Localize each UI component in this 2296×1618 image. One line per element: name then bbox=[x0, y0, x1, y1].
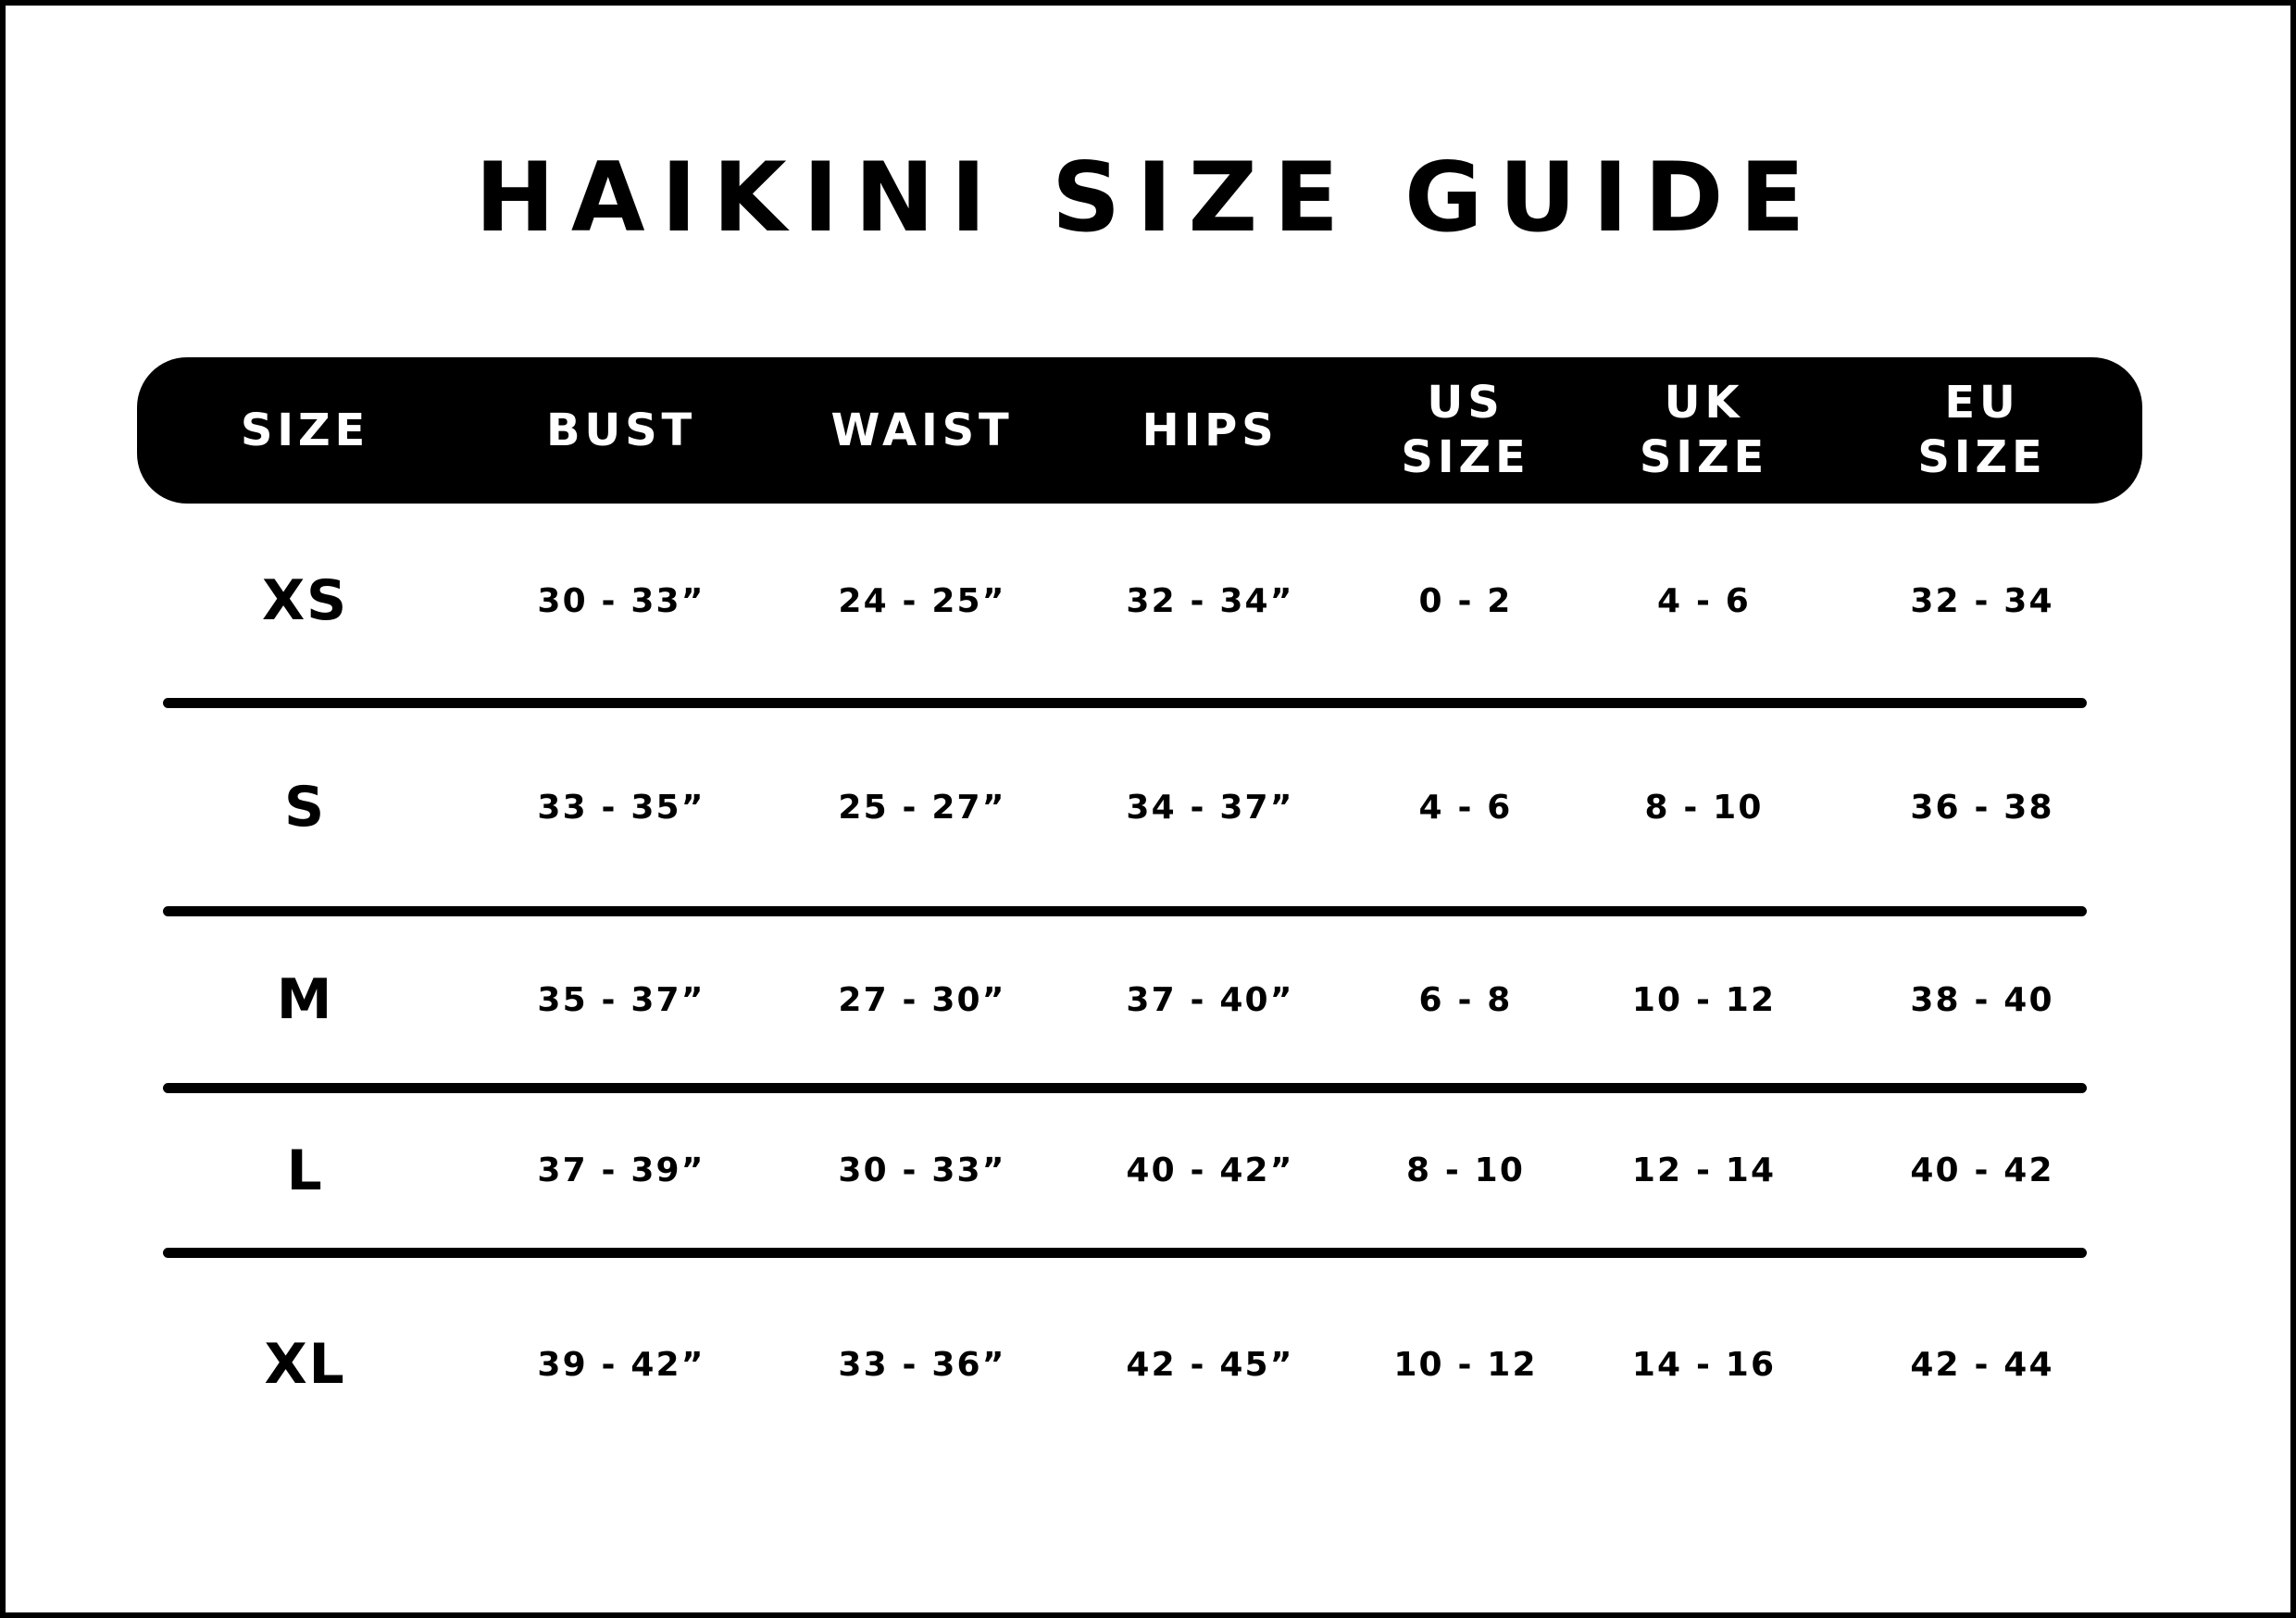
header-waist-line1: WAIST bbox=[830, 404, 1014, 456]
cell-l-us: 8 - 10 bbox=[1405, 1151, 1526, 1189]
cell-xs-eu: 32 - 34 bbox=[1910, 581, 2054, 620]
header-waist: WAIST bbox=[769, 357, 1075, 504]
cell-m-us: 6 - 8 bbox=[1418, 980, 1513, 1019]
cell-m-hips: 37 - 40” bbox=[1126, 980, 1294, 1019]
table-header: SIZE BUST WAIST HIPS US SIZE UK SIZE EU … bbox=[137, 357, 2142, 504]
table-row-xs: XS 30 - 33” 24 - 25” 32 - 34” 0 - 2 4 - … bbox=[137, 504, 2142, 698]
cell-m-bust: 35 - 37” bbox=[537, 980, 705, 1019]
page-title: HAIKINI SIZE GUIDE bbox=[475, 143, 1821, 254]
cell-xs-hips: 32 - 34” bbox=[1126, 581, 1294, 620]
cell-xl-hips: 42 - 45” bbox=[1126, 1345, 1294, 1384]
cell-xl-size: XL bbox=[264, 1332, 346, 1397]
cell-m-uk: 10 - 12 bbox=[1631, 980, 1777, 1019]
cell-s-size: S bbox=[283, 775, 326, 840]
header-us-size-line2: SIZE bbox=[1401, 431, 1530, 483]
table-row-s: S 33 - 35” 25 - 27” 34 - 37” 4 - 6 8 - 1… bbox=[137, 708, 2142, 906]
cell-s-eu: 36 - 38 bbox=[1910, 788, 2054, 827]
cell-xl-uk: 14 - 16 bbox=[1631, 1345, 1777, 1384]
cell-m-eu: 38 - 40 bbox=[1910, 980, 2054, 1019]
header-hips-line1: HIPS bbox=[1142, 404, 1279, 456]
cell-s-hips: 34 - 37” bbox=[1126, 788, 1294, 827]
cell-l-waist: 30 - 33” bbox=[838, 1151, 1006, 1189]
cell-xs-uk: 4 - 6 bbox=[1657, 581, 1751, 620]
cell-m-size: M bbox=[276, 967, 334, 1032]
header-hips: HIPS bbox=[1075, 357, 1345, 504]
table-row-xl: XL 39 - 42” 33 - 36” 42 - 45” 10 - 12 14… bbox=[137, 1258, 2142, 1471]
row-divider bbox=[163, 1248, 2087, 1258]
table-row-l: L 37 - 39” 30 - 33” 40 - 42” 8 - 10 12 -… bbox=[137, 1093, 2142, 1248]
cell-xs-us: 0 - 2 bbox=[1418, 581, 1513, 620]
header-bust: BUST bbox=[473, 357, 769, 504]
cell-m-waist: 27 - 30” bbox=[838, 980, 1006, 1019]
cell-xs-size: XS bbox=[261, 568, 349, 633]
cell-s-bust: 33 - 35” bbox=[537, 788, 705, 827]
header-us-size: US SIZE bbox=[1345, 357, 1586, 504]
cell-s-uk: 8 - 10 bbox=[1644, 788, 1764, 827]
cell-s-waist: 25 - 27” bbox=[838, 788, 1006, 827]
cell-l-hips: 40 - 42” bbox=[1126, 1151, 1294, 1189]
cell-l-size: L bbox=[286, 1138, 324, 1203]
cell-l-eu: 40 - 42 bbox=[1910, 1151, 2054, 1189]
header-eu-size: EU SIZE bbox=[1822, 357, 2142, 504]
header-uk-size-line2: SIZE bbox=[1639, 431, 1769, 483]
cell-xl-us: 10 - 12 bbox=[1393, 1345, 1538, 1384]
header-bust-line1: BUST bbox=[545, 404, 697, 456]
header-size: SIZE bbox=[137, 357, 473, 504]
header-us-size-line1: US bbox=[1427, 377, 1504, 429]
cell-xl-bust: 39 - 42” bbox=[537, 1345, 705, 1384]
cell-s-us: 4 - 6 bbox=[1418, 788, 1513, 827]
row-divider bbox=[163, 1083, 2087, 1093]
cell-l-bust: 37 - 39” bbox=[537, 1151, 705, 1189]
cell-xs-waist: 24 - 25” bbox=[838, 581, 1006, 620]
row-divider bbox=[163, 698, 2087, 708]
header-uk-size-line1: UK bbox=[1664, 377, 1744, 429]
cell-xl-eu: 42 - 44 bbox=[1910, 1345, 2054, 1384]
header-eu-size-line2: SIZE bbox=[1917, 431, 2047, 483]
cell-xl-waist: 33 - 36” bbox=[838, 1345, 1006, 1384]
header-uk-size: UK SIZE bbox=[1586, 357, 1822, 504]
row-divider bbox=[163, 906, 2087, 916]
header-size-line1: SIZE bbox=[240, 404, 370, 456]
table-row-m: M 35 - 37” 27 - 30” 37 - 40” 6 - 8 10 - … bbox=[137, 916, 2142, 1083]
header-eu-size-line1: EU bbox=[1944, 377, 2020, 429]
cell-l-uk: 12 - 14 bbox=[1631, 1151, 1777, 1189]
cell-xs-bust: 30 - 33” bbox=[537, 581, 705, 620]
